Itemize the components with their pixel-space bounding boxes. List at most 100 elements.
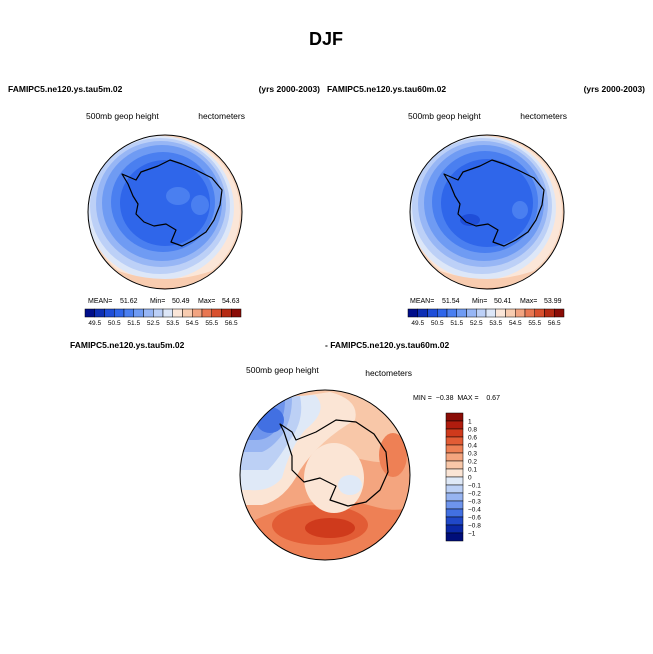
left-colorbar-label: 56.5 [225, 320, 238, 327]
right-colorbar-swatch [524, 308, 535, 318]
right-colorbar-swatch [417, 308, 428, 318]
right-colorbar-swatch [456, 308, 467, 318]
right-colorbar-label: 52.5 [470, 320, 483, 327]
left-colorbar-label: 52.5 [147, 320, 160, 327]
diff-colorbar-label: 0.4 [468, 443, 477, 450]
diff-colorbar-swatch [445, 516, 464, 526]
svg-text:51.62: 51.62 [120, 298, 138, 305]
right-colorbar-label: 53.5 [489, 320, 502, 327]
diff-colorbar-label: 0.1 [468, 467, 477, 474]
diff-colorbar-swatch [445, 468, 464, 478]
left-colorbar-swatch [153, 308, 164, 318]
right-colorbar-swatch [534, 308, 545, 318]
diff-map-border [239, 389, 411, 561]
right-units-label: hectometers [520, 111, 567, 121]
left-colorbar-swatch [192, 308, 203, 318]
left-colorbar-swatch [162, 308, 173, 318]
left-colorbar-swatch [231, 308, 242, 318]
right-colorbar-swatch [495, 308, 506, 318]
diff-colorbar-label: −0.8 [468, 523, 481, 530]
right-colorbar-swatch [485, 308, 496, 318]
right-colorbar-swatch [466, 308, 477, 318]
diff-variable-label: 500mb geop height [246, 365, 319, 375]
left-map [88, 135, 242, 289]
diff-colorbar-swatch [445, 532, 464, 542]
left-colorbar-label: 54.5 [186, 320, 199, 327]
svg-text:Min=: Min= [472, 298, 487, 305]
left-colorbar: 49.5 50.5 51.5 52.5 53.5 54.5 55.5 56.5 [84, 308, 242, 327]
diff-colorbar-swatch [445, 492, 464, 502]
right-variable-label: 500mb geop height [408, 111, 481, 121]
right-colorbar-swatch [515, 308, 526, 318]
right-colorbar-swatch [544, 308, 555, 318]
left-colorbar-swatch [182, 308, 193, 318]
right-panel: FAMIPC5.ne120.ys.tau60m.02 (yrs 2000-200… [327, 84, 645, 327]
diff-colorbar-swatch [445, 500, 464, 510]
right-colorbar-swatch [407, 308, 418, 318]
diff-colorbar-label: −0.6 [468, 515, 481, 522]
right-map [410, 135, 564, 289]
diff-colorbar-label: −0.4 [468, 507, 481, 514]
left-colorbar-swatch [114, 308, 125, 318]
svg-text:Max=: Max= [198, 298, 215, 305]
right-case-title: FAMIPC5.ne120.ys.tau60m.02 [327, 84, 446, 94]
right-colorbar-label: 56.5 [548, 320, 561, 327]
right-stats: MEAN= 51.54 Min= 50.41 Max= 53.99 [410, 298, 562, 305]
right-colorbar-label: 51.5 [450, 320, 463, 327]
left-colorbar-label: 53.5 [166, 320, 179, 327]
diff-continent-outline [279, 419, 389, 507]
right-years-label: (yrs 2000-2003) [584, 84, 646, 94]
diff-colorbar-label: −0.3 [468, 499, 481, 506]
left-colorbar-swatch [133, 308, 144, 318]
diff-colorbar-label: 0.2 [468, 459, 477, 466]
left-colorbar-swatch [211, 308, 222, 318]
diff-colorbar-swatch [445, 452, 464, 462]
left-units-label: hectometers [198, 111, 245, 121]
diff-units-label: hectometers [365, 368, 412, 378]
diff-colorbar-swatch [445, 484, 464, 494]
svg-text:MEAN=: MEAN= [88, 298, 112, 305]
left-case-title: FAMIPC5.ne120.ys.tau5m.02 [8, 84, 123, 94]
left-continent-outline [121, 159, 223, 247]
diff-colorbar-label: 1 [468, 419, 472, 426]
left-map-border [87, 134, 243, 290]
svg-text:54.63: 54.63 [222, 298, 240, 305]
diff-min-max-label: MIN = −0.38 MAX = 0.67 [413, 395, 500, 402]
diff-colorbar-swatch [445, 420, 464, 430]
left-colorbar-swatch [143, 308, 154, 318]
diff-colorbar-label: 0 [468, 475, 472, 482]
diff-colorbar-swatch [445, 524, 464, 534]
diff-colorbar-swatch [445, 428, 464, 438]
diff-colorbar-label: 0.6 [468, 435, 477, 442]
diff-colorbar-swatch [445, 412, 464, 422]
diff-case-a-title: FAMIPC5.ne120.ys.tau5m.02 [70, 340, 185, 350]
left-colorbar-swatch [104, 308, 115, 318]
diff-colorbar-label: −0.2 [468, 491, 481, 498]
diff-colorbar-swatch [445, 460, 464, 470]
left-colorbar-label: 49.5 [88, 320, 101, 327]
right-colorbar-swatch [505, 308, 516, 318]
right-colorbar: 49.5 50.5 51.5 52.5 53.5 54.5 55.5 56.5 [407, 308, 565, 327]
left-colorbar-label: 50.5 [108, 320, 121, 327]
diff-panel: FAMIPC5.ne120.ys.tau5m.02 - FAMIPC5.ne12… [70, 340, 500, 561]
left-colorbar-swatch [84, 308, 95, 318]
right-map-border [409, 134, 565, 290]
left-colorbar-swatch [94, 308, 105, 318]
right-continent-outline [443, 159, 545, 247]
diff-colorbar-swatch [445, 436, 464, 446]
left-colorbar-swatch [221, 308, 232, 318]
diff-colorbar-label: 0.8 [468, 427, 477, 434]
diff-case-b-title: - FAMIPC5.ne120.ys.tau60m.02 [325, 340, 450, 350]
left-panel: FAMIPC5.ne120.ys.tau5m.02 (yrs 2000-2003… [8, 84, 320, 327]
svg-text:53.99: 53.99 [544, 298, 562, 305]
diff-colorbar-swatch [445, 444, 464, 454]
right-colorbar-swatch [437, 308, 448, 318]
right-colorbar-swatch [446, 308, 457, 318]
diff-colorbar-swatch [445, 476, 464, 486]
left-years-label: (yrs 2000-2003) [259, 84, 321, 94]
diff-colorbar-swatch [445, 508, 464, 518]
diff-map [240, 390, 410, 560]
left-colorbar-label: 51.5 [127, 320, 140, 327]
svg-text:Min=: Min= [150, 298, 165, 305]
